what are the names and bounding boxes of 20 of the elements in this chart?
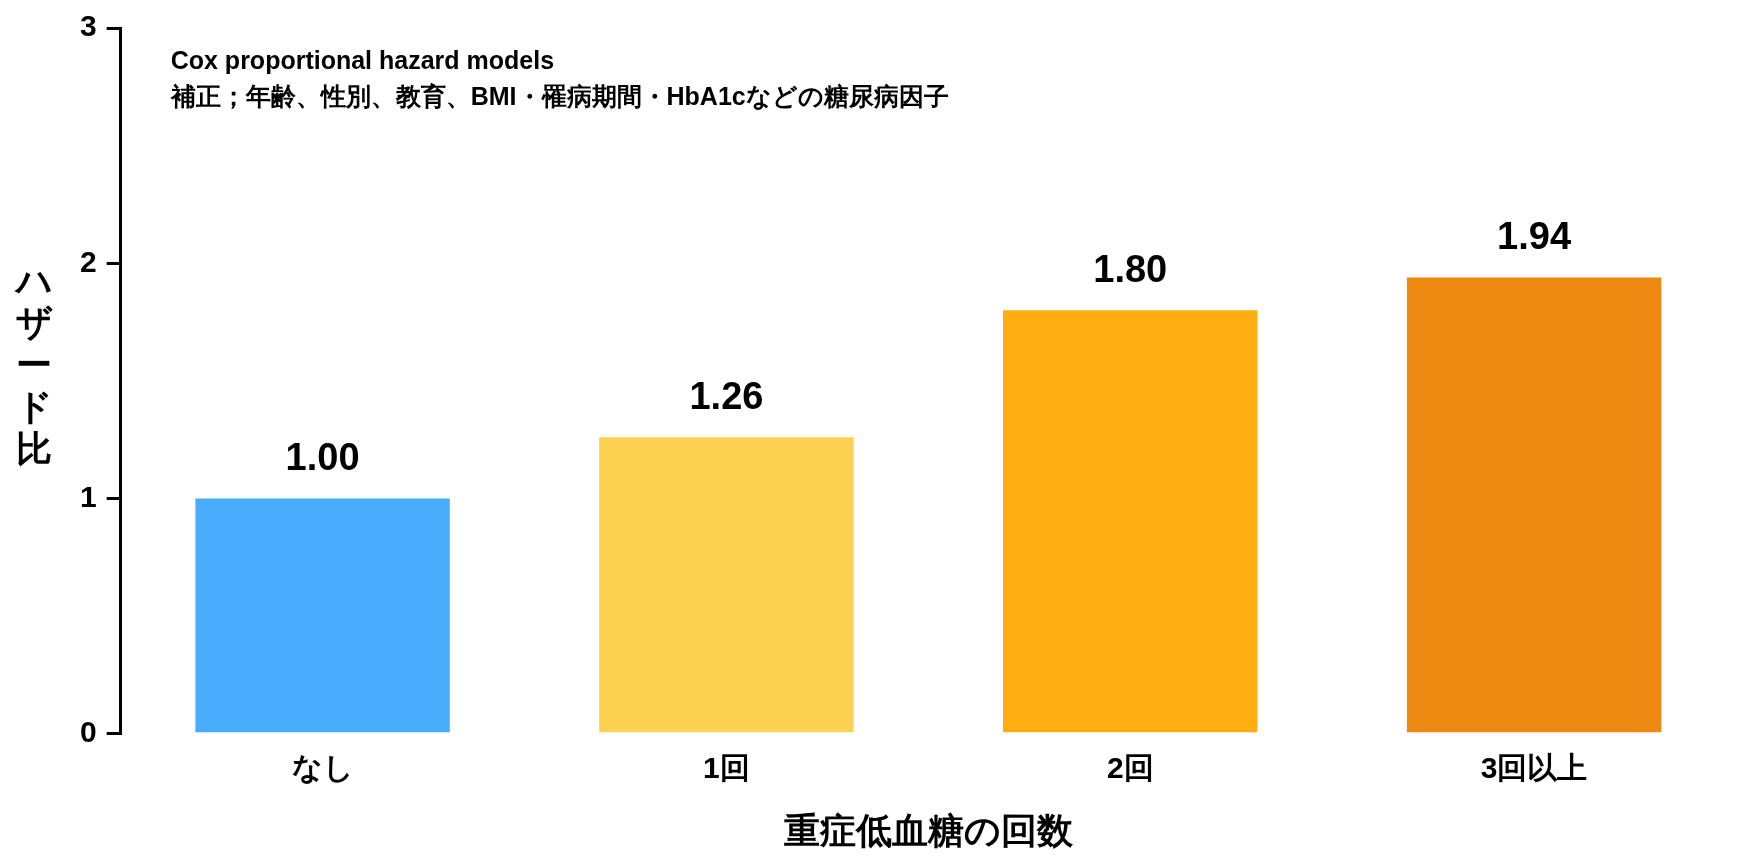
y-axis-title: ハザード比 bbox=[14, 260, 54, 470]
annotation: 補正；年齢、性別、教育、BMI・罹病期間・HbA1cなどの糖尿病因子 bbox=[169, 82, 949, 111]
y-tick-label: 2 bbox=[80, 244, 97, 278]
bar bbox=[599, 437, 854, 733]
x-axis-title: 重症低血糖の回数 bbox=[783, 810, 1074, 852]
data-label: 1.00 bbox=[285, 436, 360, 479]
x-tick-label: 3回以上 bbox=[1480, 751, 1588, 785]
x-tick-label: 1回 bbox=[703, 751, 750, 785]
bar bbox=[1003, 310, 1258, 733]
bar bbox=[1406, 277, 1662, 733]
x-tick-label: なし bbox=[291, 751, 354, 785]
y-tick-label: 0 bbox=[80, 715, 97, 749]
data-label: 1.80 bbox=[1093, 247, 1168, 290]
annotation: Cox proportional hazard models bbox=[170, 46, 555, 75]
y-tick-label: 1 bbox=[80, 479, 97, 513]
data-label: 1.94 bbox=[1497, 214, 1572, 257]
data-label: 1.26 bbox=[689, 374, 764, 417]
x-tick-label: 2回 bbox=[1106, 751, 1154, 785]
bar bbox=[195, 498, 450, 733]
y-tick-label: 3 bbox=[80, 9, 97, 43]
